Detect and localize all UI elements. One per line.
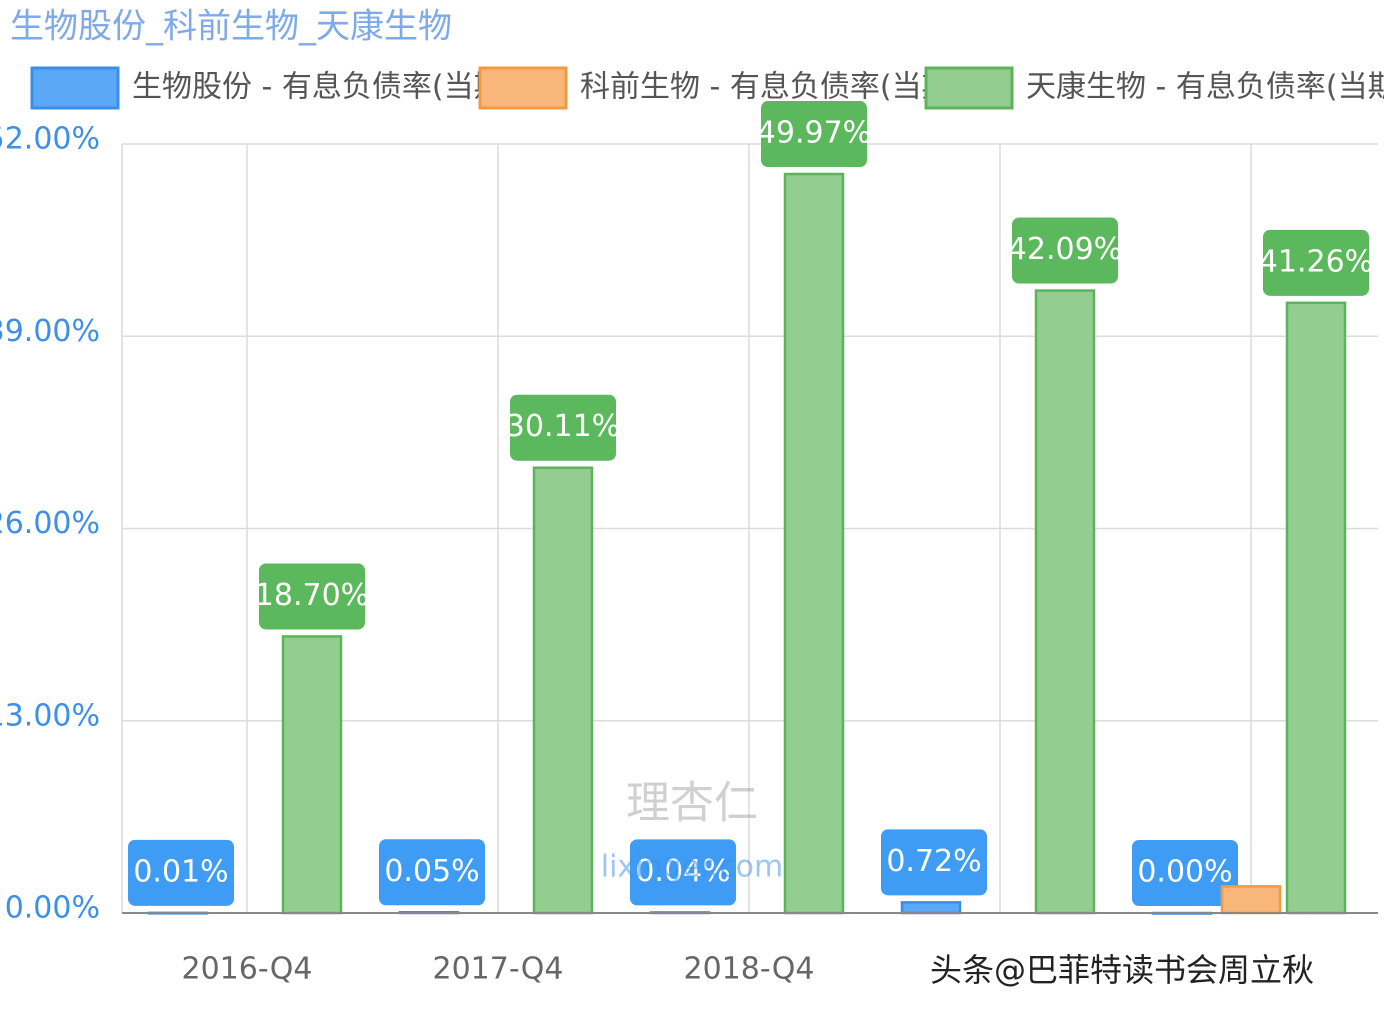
legend-label: 生物股份 - 有息负债率(当期): [132, 70, 515, 105]
value-label-box: [881, 829, 987, 896]
value-label: 49.97%: [757, 116, 871, 151]
y-tick-label: 26.00%: [0, 506, 100, 541]
legend-swatch: [924, 66, 1014, 110]
bar: [1034, 289, 1096, 915]
value-label: 0.00%: [1137, 855, 1232, 890]
chart-title: 生物股份_科前生物_天康生物: [10, 7, 452, 47]
value-label-box: [1263, 229, 1369, 296]
value-label-box: [1012, 217, 1118, 284]
value-label-box: [259, 563, 365, 630]
y-tick-label: 52.00%: [0, 122, 100, 157]
y-tick-label: 13.00%: [0, 698, 100, 733]
bar: [532, 466, 594, 915]
value-label: 42.09%: [1008, 232, 1122, 267]
x-tick-label: 2018-Q4: [684, 952, 815, 987]
value-label-box: [761, 101, 867, 168]
x-tick-label: 2017-Q4: [433, 952, 564, 987]
value-label: 30.11%: [506, 409, 620, 444]
value-label: 18.70%: [255, 578, 369, 613]
bar: [1285, 301, 1347, 915]
value-label: 0.01%: [133, 854, 228, 889]
bar: [1220, 885, 1282, 915]
value-label: 0.05%: [384, 854, 479, 889]
legend-label: 科前生物 - 有息负债率(当期): [580, 70, 963, 105]
watermark: 理杏仁: [626, 778, 758, 829]
value-label-box: [510, 394, 616, 461]
watermark: 头条@巴菲特读书会周立秋: [930, 951, 1314, 989]
value-label-box: [1132, 840, 1238, 906]
value-label: 0.72%: [886, 844, 981, 879]
legend-swatch: [478, 66, 568, 110]
bar: [900, 901, 962, 915]
legend-label: 天康生物 - 有息负债率(当期): [1026, 70, 1384, 105]
legend-swatch: [30, 66, 120, 110]
value-label: 41.26%: [1259, 244, 1373, 279]
value-label-box: [630, 839, 736, 906]
value-label-box: [128, 839, 234, 906]
y-tick-label: 39.00%: [0, 314, 100, 349]
watermark: lixinger.com: [601, 850, 783, 885]
bar: [783, 172, 845, 915]
x-tick-label: 2016-Q4: [182, 952, 313, 987]
value-label: 0.04%: [635, 854, 730, 889]
value-label-box: [379, 839, 485, 906]
bar: [281, 635, 343, 915]
y-tick-label: 0.00%: [5, 891, 100, 926]
